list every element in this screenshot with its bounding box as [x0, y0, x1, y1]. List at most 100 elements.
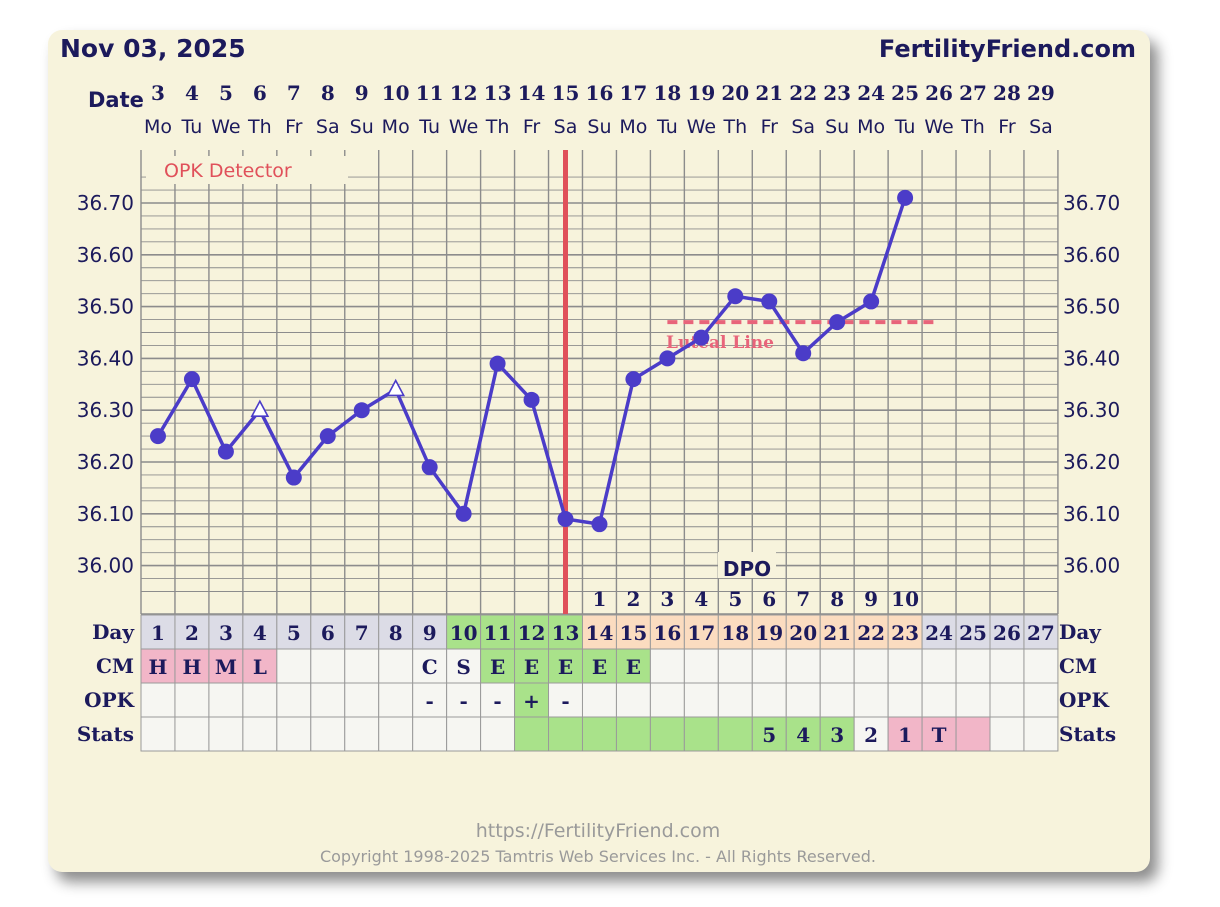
date-number: 18 — [653, 81, 681, 105]
dpo-number: 7 — [796, 587, 810, 611]
y-tick-left: 36.40 — [77, 346, 134, 370]
temperature-point — [149, 428, 166, 445]
opk-cell-bg — [649, 682, 685, 718]
cycle-table: 1 2 3 4 5 6 7 8 9 10 11 12 13 14 15 16 17 18 19 20 21 22 23 24 2… — [140, 614, 1059, 752]
cm-cell-bg — [887, 648, 923, 684]
opk-cell-bg — [174, 682, 210, 718]
opk-detector-label: OPK Detector — [164, 160, 292, 182]
cm-cell: S — [456, 655, 470, 679]
stats-cell: 2 — [864, 723, 878, 747]
stats-cell-bg — [310, 716, 346, 752]
day-row-label-right: Day — [1059, 620, 1102, 644]
temperature-point — [353, 402, 370, 419]
y-tick-left: 36.70 — [77, 191, 134, 215]
date-number: 22 — [789, 81, 817, 105]
cm-cell-bg — [480, 648, 516, 684]
day-cell-bg — [208, 614, 244, 650]
weekday-label: Sa — [316, 116, 340, 138]
opk-detector-box — [146, 156, 348, 184]
temperature-point — [625, 371, 642, 388]
weekday-label: Tu — [894, 116, 916, 138]
date-number: 24 — [857, 81, 885, 105]
date-number: 26 — [925, 81, 953, 105]
date-number: 8 — [321, 81, 335, 105]
opk-cell-bg — [751, 682, 787, 718]
day-cell-bg — [310, 614, 346, 650]
stats-cell: 3 — [830, 723, 844, 747]
stats-cell-bg — [581, 716, 617, 752]
day-cell: 27 — [1027, 621, 1055, 645]
stats-cell: T — [932, 723, 947, 747]
cm-cell-bg — [751, 648, 787, 684]
cm-cell-bg — [649, 648, 685, 684]
stats-cell-bg — [446, 716, 482, 752]
stats-cell-bg — [344, 716, 380, 752]
y-tick-right: 36.50 — [1063, 295, 1120, 319]
opk-cell-bg — [208, 682, 244, 718]
dpo-number: 4 — [694, 587, 708, 611]
opk-cell-bg — [344, 682, 380, 718]
weekday-label: Th — [485, 116, 510, 138]
day-cell: 18 — [721, 621, 749, 645]
cm-cell-bg — [344, 648, 380, 684]
weekday-label: Fr — [523, 116, 541, 138]
footer-url[interactable]: https://FertilityFriend.com — [476, 820, 721, 842]
day-cell: 7 — [355, 621, 369, 645]
stats-cell-bg — [480, 716, 516, 752]
date-number: 25 — [891, 81, 919, 105]
weekday-label: Fr — [998, 116, 1016, 138]
temperature-point — [863, 293, 880, 310]
y-tick-right: 36.30 — [1063, 398, 1120, 422]
temperature-point — [591, 516, 608, 533]
opk-cell-bg — [683, 682, 719, 718]
temperature-point — [183, 371, 200, 388]
temperature-point — [217, 443, 234, 460]
opk-cell: - — [561, 689, 569, 713]
day-cell: 9 — [423, 621, 437, 645]
day-cell: 21 — [823, 621, 851, 645]
stats-cell: 1 — [898, 723, 912, 747]
stats-cell-bg — [548, 716, 583, 752]
day-cell: 22 — [857, 621, 885, 645]
opk-cell-bg — [887, 682, 923, 718]
day-cell-bg — [581, 614, 617, 650]
opk-cell-bg — [785, 682, 821, 718]
cm-cell-bg — [853, 648, 889, 684]
temperature-point — [285, 469, 302, 486]
day-cell-bg — [615, 614, 651, 650]
cm-cell: H — [182, 655, 201, 679]
weekday-label: Sa — [554, 116, 578, 138]
date-number: 21 — [755, 81, 783, 105]
day-cell: 6 — [321, 621, 335, 645]
cm-cell-bg — [683, 648, 719, 684]
cm-cell-bg — [140, 648, 176, 684]
day-cell: 20 — [789, 621, 817, 645]
stats-cell-bg — [819, 716, 855, 752]
dpo-number: 6 — [762, 587, 776, 611]
stats-cell-bg — [785, 716, 821, 752]
weekday-label: Su — [587, 116, 611, 138]
date-number: 27 — [959, 81, 987, 105]
site-name: FertilityFriend.com — [879, 35, 1136, 63]
opk-cell-bg — [276, 682, 312, 718]
cm-cell: E — [490, 655, 505, 679]
dpo-row: 1 2 3 4 5 6 7 8 9 10 — [592, 587, 919, 611]
dpo-number: 9 — [864, 587, 878, 611]
date-number: 16 — [586, 81, 614, 105]
day-cell: 2 — [185, 621, 199, 645]
opk-cell-bg — [378, 682, 414, 718]
opk-cell-bg — [955, 682, 991, 718]
day-cell-bg — [785, 614, 821, 650]
y-tick-left: 36.20 — [77, 450, 134, 474]
temperature-point — [795, 345, 812, 362]
weekday-label: Tu — [181, 116, 203, 138]
day-cell-bg — [446, 614, 482, 650]
y-tick-right: 36.40 — [1063, 346, 1120, 370]
date-number: 15 — [552, 81, 580, 105]
dpo-number: 1 — [592, 587, 606, 611]
opk-cell-bg — [989, 682, 1025, 718]
date-number: 3 — [151, 81, 165, 105]
cm-cell-bg — [955, 648, 991, 684]
stats-cell-bg — [140, 716, 176, 752]
stats-row-label-right: Stats — [1059, 722, 1116, 746]
